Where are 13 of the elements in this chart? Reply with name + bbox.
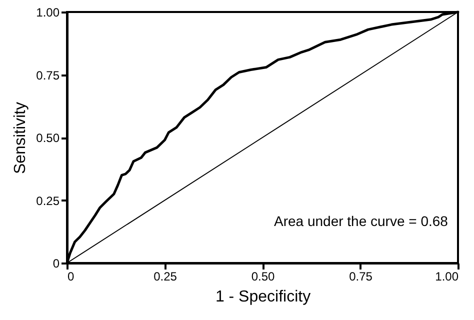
x-tick-label: 0.25 (154, 270, 178, 284)
x-axis-title: 1 - Specificity (215, 288, 311, 306)
y-tick-label: 0.50 (36, 131, 60, 145)
x-tick-label: 0.50 (251, 270, 275, 284)
y-tick-label: 1.00 (36, 6, 60, 20)
x-tick-label: 0 (68, 270, 74, 284)
x-tick-label: 1.00 (435, 270, 459, 284)
annotation: Area under the curve = 0.68 (274, 213, 448, 229)
y-tick-label: 0.25 (36, 194, 60, 208)
x-tick-label: 0.75 (349, 270, 373, 284)
y-tick-label: 0.75 (36, 68, 60, 82)
y-tick-label: 0 (52, 256, 60, 270)
y-axis-title: Sensitivity (12, 102, 30, 174)
